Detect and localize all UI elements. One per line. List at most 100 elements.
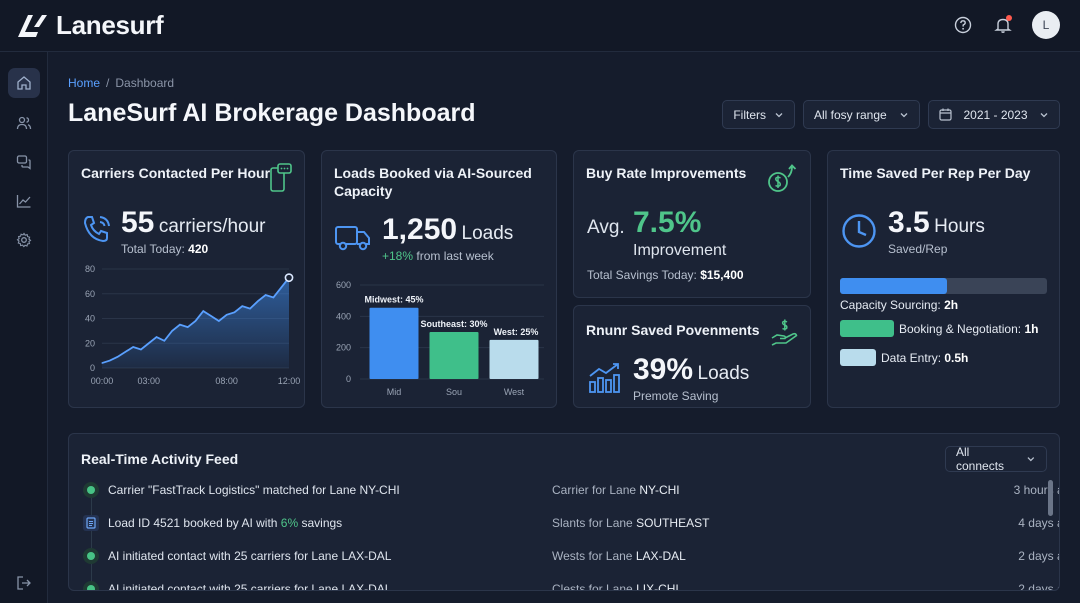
savings-highlight: 6% <box>280 516 299 530</box>
loads-bar-chart: 0 200 400 600 Midwest: 45% Mid Southeast: 30% S… <box>336 280 544 397</box>
carriers-unit: carriers/hour <box>158 216 266 237</box>
timeline-line <box>91 494 92 590</box>
data-point <box>116 356 119 358</box>
change-suffix: from last week <box>416 249 494 263</box>
status-dot-icon <box>83 548 99 564</box>
data-point <box>257 300 259 302</box>
breakdown-value: 0.5h <box>944 351 969 365</box>
y-tick-label: 20 <box>85 338 95 348</box>
x-tick-label: 03:00 <box>137 376 160 386</box>
chat-icon <box>16 155 31 170</box>
home-icon <box>17 76 31 90</box>
data-point <box>280 286 282 289</box>
date-range-label: 2021 - 2023 <box>963 107 1028 122</box>
data-point <box>226 314 228 316</box>
x-tick-label: Sou <box>446 387 462 397</box>
y-tick-label: 600 <box>336 280 351 290</box>
activity-feed-card: Real-Time Activity Feed All connects Car… <box>68 433 1060 591</box>
breadcrumb-separator: / <box>106 76 110 90</box>
card-title: Loads Booked via AI-Sourced Capacity <box>334 165 532 199</box>
breakdown-label: Booking & Negotiation: <box>899 322 1022 336</box>
data-point <box>233 311 236 313</box>
feed-row[interactable]: AI initiated contact with 25 carriers fo… <box>69 573 1059 591</box>
lane-prefix: Wests for Lane <box>552 549 633 563</box>
feed-filter-label: All connects <box>956 445 1005 473</box>
feed-scrollbar[interactable] <box>1048 480 1053 516</box>
carriers-card: Carriers Contacted Per Hour 55 carriers/… <box>68 150 305 408</box>
data-point <box>202 310 204 312</box>
sidebar-item-users[interactable] <box>8 108 40 138</box>
card-title: Time Saved Per Rep Per Day <box>840 165 1031 181</box>
booking-legend-swatch <box>840 320 894 337</box>
avatar[interactable]: L <box>1032 11 1060 39</box>
data-point <box>179 324 181 326</box>
phone-icon <box>83 216 110 243</box>
feed-row-text: AI initiated contact with 25 carriers fo… <box>108 582 392 591</box>
y-tick-label: 40 <box>85 314 95 324</box>
change-value: +18% <box>382 249 414 263</box>
x-tick-label: 00:00 <box>91 376 114 386</box>
text-suffix: savings <box>301 516 343 530</box>
sidebar-item-settings[interactable] <box>8 225 40 255</box>
filters-dropdown[interactable]: Filters <box>722 100 795 129</box>
feed-row-lane: Carrier for Lane NY-CHI <box>552 483 680 497</box>
data-point <box>218 320 220 322</box>
breakdown-data-entry: Data Entry: 0.5h <box>881 351 968 365</box>
feed-filter-dropdown[interactable]: All connects <box>945 445 1047 473</box>
breakdown-label: Data Entry: <box>881 351 942 365</box>
logout-button[interactable] <box>8 568 40 598</box>
data-point <box>187 326 189 328</box>
carriers-total: Total Today: 420 <box>121 242 208 256</box>
clock-icon <box>842 214 876 248</box>
y-tick-label: 400 <box>336 311 351 321</box>
data-point <box>155 336 158 338</box>
data-point <box>210 315 212 317</box>
data-point <box>132 346 134 348</box>
last-point-marker <box>284 273 294 283</box>
date-range-picker[interactable]: 2021 - 2023 <box>928 100 1060 129</box>
capacity-progress-fill <box>840 278 948 294</box>
range-dropdown[interactable]: All fosy range <box>803 100 920 129</box>
status-dot-icon <box>83 581 99 590</box>
range-label: All fosy range <box>814 107 887 122</box>
notification-badge <box>1006 15 1012 21</box>
lane-prefix: Carrier for Lane <box>552 483 637 497</box>
breadcrumb: Home / Dashboard <box>68 76 174 90</box>
data-point <box>140 348 142 351</box>
feed-row[interactable]: Load ID 4521 booked by AI with 6% saving… <box>69 507 1059 539</box>
feed-row[interactable]: Carrier "FastTrack Logistics" matched fo… <box>69 474 1059 506</box>
breakdown-capacity: Capacity Sourcing: 2h <box>840 298 958 312</box>
chart-line-icon <box>16 195 31 208</box>
notifications-button[interactable] <box>992 14 1014 36</box>
x-tick-label: West <box>504 387 525 397</box>
time-saved-card: Time Saved Per Rep Per Day 3.5 Hours Sav… <box>827 150 1060 408</box>
bar <box>369 307 419 379</box>
page-title: LaneSurf AI Brokerage Dashboard <box>68 99 476 127</box>
users-icon <box>16 116 32 130</box>
lane-code: SOUTHEAST <box>636 516 710 530</box>
help-button[interactable] <box>952 14 974 36</box>
chevron-down-icon <box>900 112 908 117</box>
sidebar-item-messages[interactable] <box>8 147 40 177</box>
data-point <box>272 296 275 299</box>
loads-change: +18% from last week <box>382 249 494 263</box>
calendar-icon <box>939 108 952 121</box>
lane-prefix: Clests for Lane <box>552 582 633 591</box>
gear-icon <box>16 232 32 248</box>
bell-icon <box>994 18 1012 33</box>
dollar-growth-icon <box>768 164 797 192</box>
text-prefix: Load ID 4521 booked by AI with <box>108 516 278 530</box>
breadcrumb-home-link[interactable]: Home <box>68 76 101 90</box>
feed-row-time: 4 days ago <box>1018 516 1059 530</box>
lanesurf-logo-icon <box>18 14 47 37</box>
filters-label: Filters <box>733 107 766 122</box>
loads-unit: Loads <box>461 223 514 244</box>
buy-rate-card: Buy Rate Improvements Avg. 7.5% Improvem… <box>573 150 811 298</box>
buy-rate-value-label: Improvement <box>633 242 727 259</box>
time-unit: Hours <box>934 216 985 237</box>
sidebar-item-analytics[interactable] <box>8 186 40 216</box>
logo[interactable]: Lanesurf <box>16 10 164 41</box>
sidebar-item-home[interactable] <box>8 68 40 98</box>
feed-row[interactable]: AI initiated contact with 25 carriers fo… <box>69 540 1059 572</box>
time-caption: Saved/Rep <box>888 242 948 256</box>
